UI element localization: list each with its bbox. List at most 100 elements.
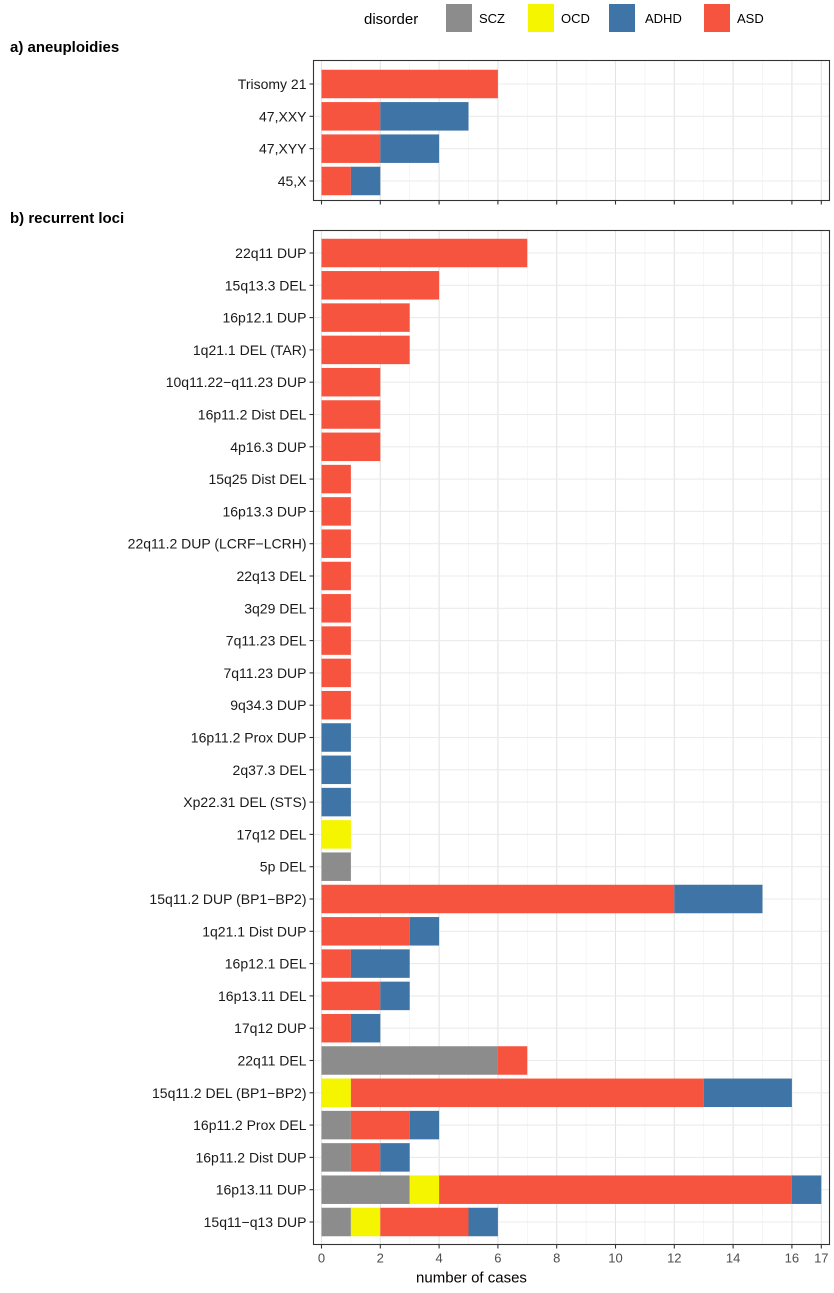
bar-segment-ocd [321,820,351,849]
legend-label-scz: SCZ [479,11,505,26]
bar-segment-scz [321,1046,498,1075]
bar-segment-scz [321,1143,351,1172]
bar-segment-asd [380,1207,469,1237]
bar-segment-ocd [321,1078,351,1108]
legend-label-asd: ASD [737,11,764,26]
panel-title: b) recurrent loci [10,210,124,227]
bar-segment-adhd [380,1143,410,1172]
bar-segment-ocd [350,1207,381,1237]
bar-segment-asd [350,1110,410,1140]
x-tick-label: 6 [494,1251,501,1266]
x-tick-label: 17 [814,1251,828,1266]
bar-segment-adhd [791,1175,822,1204]
bar-segment-asd [321,238,528,268]
panel-2: b) recurrent loci 22q11 DUP 15q13.3 DEL 16p… [10,210,831,1249]
bar-segment-asd [321,69,498,99]
bar-segment-asd [497,1046,528,1075]
bar-segment-asd [321,464,351,494]
bar-segment-adhd [321,755,351,785]
bar-segment-asd [321,658,351,688]
legend-label-ocd: OCD [561,11,590,26]
y-tick-label: Trisomy 21 [238,76,307,92]
bar-segment-adhd [321,787,351,817]
bar-segment-asd [321,529,351,558]
panel-border [312,229,831,1246]
bar-segment-asd [439,1175,792,1204]
bar-segment-scz [321,1110,351,1140]
panel-1: a) aneuploidies Trisomy 21 47,XXY 47,XYY 45,… [10,39,831,205]
panel-border [312,59,831,202]
y-tick-label: 3q29 DEL [244,600,306,616]
bar-segment-adhd [380,981,410,1011]
y-tick-label: 10q11.22−q11.23 DUP [166,374,307,390]
y-tick-label: 1q21.1 Dist DUP [202,923,306,939]
y-tick-label: 5p DEL [260,859,307,875]
y-tick-label: 1q21.1 DEL (TAR) [193,342,307,358]
y-tick-label: 17q12 DUP [234,1020,306,1036]
y-tick-label: 4p16.3 DUP [230,439,306,455]
bar-segment-asd [350,1143,381,1172]
legend: disorder SCZ OCD ADHD ASD [364,4,764,32]
bar-segment-asd [321,271,440,300]
y-tick-label: 16p12.1 DUP [222,310,306,326]
bar-segment-adhd [321,723,351,752]
bar-segment-asd [321,884,675,914]
bar-segment-adhd [674,884,763,914]
x-tick-label: 12 [667,1251,681,1266]
y-tick-label: 15q25 Dist DEL [208,471,306,487]
y-tick-label: 22q11 DUP [235,245,306,261]
panel-title: a) aneuploidies [10,39,119,56]
x-axis: 0 2 4 6 8 10 12 14 16 17 [318,1251,829,1266]
bar-segment-adhd [409,917,440,946]
bar-segment-scz [321,852,351,881]
bar-segment-asd [321,102,381,131]
y-tick-label: 16p13.11 DUP [216,1182,307,1198]
bar-segment-asd [321,400,381,429]
y-tick-label: 47,XYY [259,141,307,157]
bar-segment-adhd [380,134,440,163]
y-tick-label: 7q11.23 DEL [226,633,307,649]
bar-segment-asd [321,917,410,946]
x-axis-title: number of cases [416,1270,527,1287]
y-tick-label: 9q34.3 DUP [230,697,306,713]
bar-segment-adhd [350,949,410,978]
x-tick-label: 8 [553,1251,560,1266]
y-tick-label: 22q11 DEL [237,1053,306,1069]
bar-segment-asd [321,1013,351,1043]
y-tick-label: 16p11.2 Prox DEL [193,1117,307,1133]
y-tick-label: 17q12 DEL [236,826,306,842]
bar-segment-asd [321,432,381,462]
bar-segment-asd [321,981,381,1011]
bar-segment-asd [321,561,351,591]
y-tick-label: 16p11.2 Dist DUP [195,1149,306,1165]
bar-segment-adhd [468,1207,498,1237]
x-tick-label: 0 [318,1251,325,1266]
bar-segment-asd [321,594,351,623]
bar-segment-asd [321,335,410,365]
bar-segment-asd [321,690,351,720]
bar-segment-scz [321,1207,351,1237]
y-tick-label: Xp22.31 DEL (STS) [183,794,306,810]
legend-swatch-ocd [528,4,554,32]
y-tick-label: 22q11.2 DUP (LCRF−LCRH) [128,536,307,552]
bar-segment-asd [350,1078,704,1108]
x-tick-label: 14 [726,1251,740,1266]
y-tick-label: 15q13.3 DEL [225,277,307,293]
legend-swatch-scz [446,4,472,32]
legend-swatch-adhd [609,4,635,32]
y-tick-label: 15q11.2 DUP (BP1−BP2) [149,891,306,907]
bar-segment-adhd [350,166,381,196]
y-tick-label: 22q13 DEL [236,568,306,584]
bar-segment-asd [321,626,351,655]
y-tick-label: 45,X [278,173,307,189]
bar-segment-asd [321,497,351,526]
legend-swatch-asd [704,4,730,32]
bar-segment-asd [321,303,410,332]
legend-label-adhd: ADHD [645,11,682,26]
legend-title: disorder [364,11,418,28]
y-tick-label: 16p13.11 DEL [218,988,307,1004]
x-tick-label: 10 [608,1251,622,1266]
y-tick-label: 16p11.2 Prox DUP [191,730,307,746]
bar-segment-asd [321,949,351,978]
